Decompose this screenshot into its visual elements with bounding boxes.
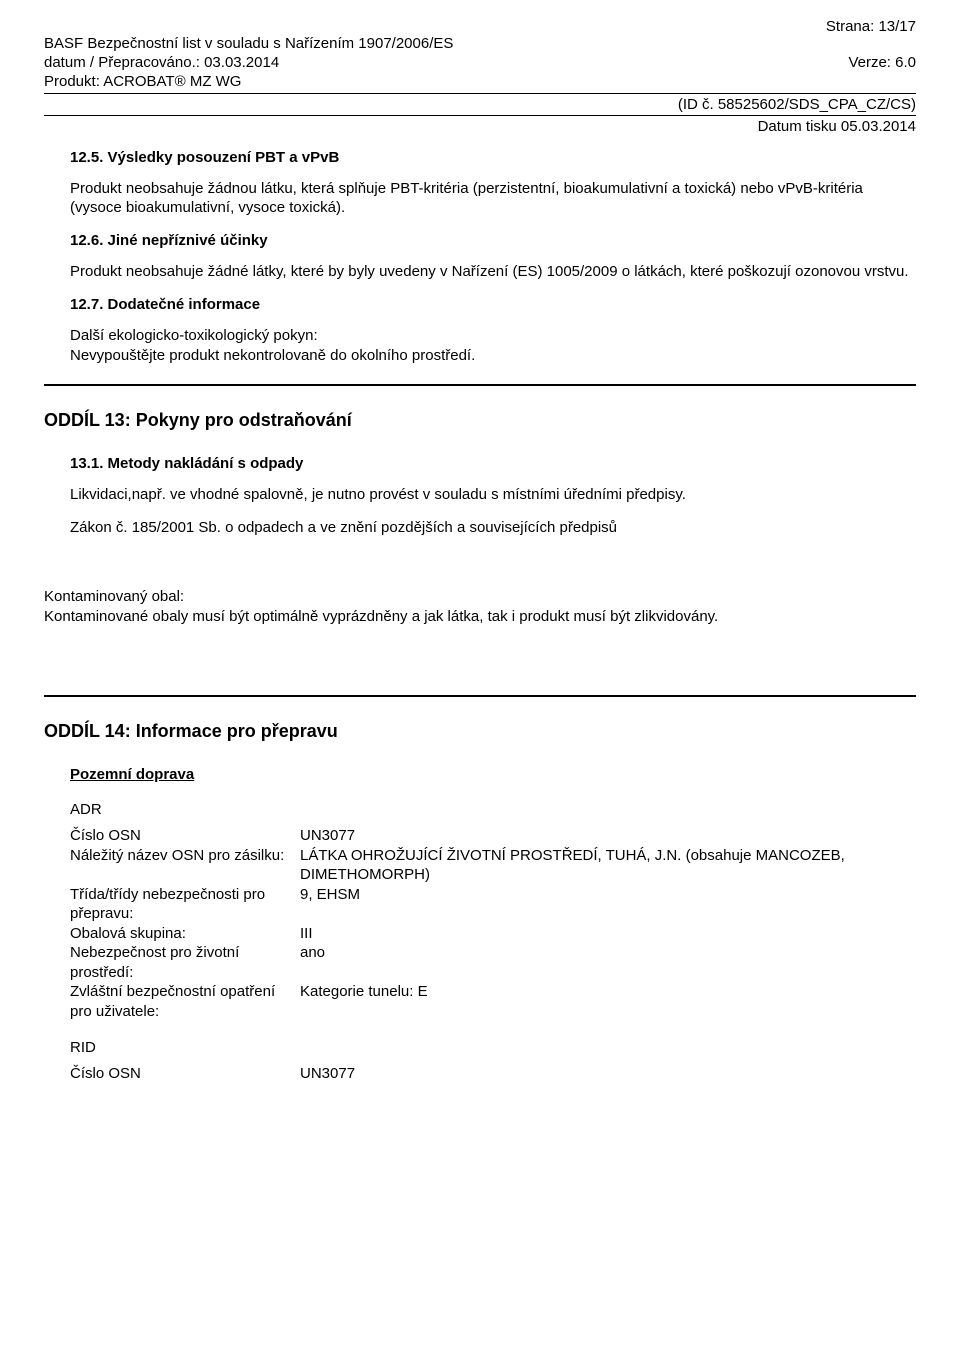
para-13-2: Zákon č. 185/2001 Sb. o odpadech a ve zn… (70, 519, 916, 538)
kont-obal-para: Kontaminované obaly musí být optimálně v… (44, 608, 916, 627)
header-line-1: BASF Bezpečnostní list v souladu s Naříz… (44, 35, 916, 54)
table-row: Číslo OSN UN3077 (70, 1064, 916, 1084)
adr-key-0: Číslo OSN (70, 826, 300, 846)
table-row: Nebezpečnost pro životní prostředí: ano (70, 943, 916, 982)
rid-label: RID (70, 1039, 916, 1056)
header-rule-top (44, 93, 916, 94)
adr-val-1: LÁTKA OHROŽUJÍCÍ ŽIVOTNÍ PROSTŘEDÍ, TUHÁ… (300, 846, 916, 885)
adr-key-3: Obalová skupina: (70, 924, 300, 944)
para-12-5: Produkt neobsahuje žádnou látku, která s… (70, 180, 916, 218)
rid-table: Číslo OSN UN3077 (70, 1064, 916, 1084)
para-12-6: Produkt neobsahuje žádné látky, které by… (70, 263, 916, 282)
table-row: Zvláštní bezpečnostní opatření pro uživa… (70, 982, 916, 1021)
adr-key-4: Nebezpečnost pro životní prostředí: (70, 943, 300, 982)
header-date-left: datum / Přepracováno.: 03.03.2014 (44, 54, 279, 73)
adr-val-5: Kategorie tunelu: E (300, 982, 916, 1021)
adr-val-0: UN3077 (300, 826, 916, 846)
section-rule-13 (44, 384, 916, 386)
header-rule-bottom (44, 115, 916, 116)
heading-13-1: 13.1. Metody nakládání s odpady (70, 455, 916, 472)
adr-label: ADR (70, 801, 916, 818)
table-row: Třída/třídy nebezpečnosti pro přepravu: … (70, 885, 916, 924)
adr-val-2: 9, EHSM (300, 885, 916, 924)
rid-val-0: UN3077 (300, 1064, 916, 1084)
rid-key-0: Číslo OSN (70, 1064, 300, 1084)
adr-key-5: Zvláštní bezpečnostní opatření pro uživa… (70, 982, 300, 1021)
table-row: Obalová skupina: III (70, 924, 916, 944)
para-13-1: Likvidaci,např. ve vhodné spalovně, je n… (70, 486, 916, 505)
heading-12-6: 12.6. Jiné nepříznivé účinky (70, 232, 916, 249)
table-row: Náležitý název OSN pro zásilku: LÁTKA OH… (70, 846, 916, 885)
header-product: Produkt: ACROBAT® MZ WG (44, 73, 916, 92)
page-number: Strana: 13/17 (44, 18, 916, 35)
adr-val-3: III (300, 924, 916, 944)
adr-key-2: Třída/třídy nebezpečnosti pro přepravu: (70, 885, 300, 924)
header-id-line: (ID č. 58525602/SDS_CPA_CZ/CS) (44, 96, 916, 113)
table-row: Číslo OSN UN3077 (70, 826, 916, 846)
adr-key-1: Náležitý název OSN pro zásilku: (70, 846, 300, 885)
oddil-14-heading: ODDÍL 14: Informace pro přepravu (44, 721, 916, 742)
kont-obal-label: Kontaminovaný obal: (44, 588, 916, 607)
oddil-13-heading: ODDÍL 13: Pokyny pro odstraňování (44, 410, 916, 431)
heading-12-5: 12.5. Výsledky posouzení PBT a vPvB (70, 149, 916, 166)
pozemni-doprava-heading: Pozemní doprava (70, 766, 916, 783)
adr-table: Číslo OSN UN3077 Náležitý název OSN pro … (70, 826, 916, 1021)
header-version: Verze: 6.0 (848, 54, 916, 73)
para-12-7-line1: Další ekologicko-toxikologický pokyn: (70, 327, 916, 346)
print-date: Datum tisku 05.03.2014 (44, 118, 916, 135)
section-rule-14 (44, 695, 916, 697)
adr-val-4: ano (300, 943, 916, 982)
para-12-7-line2: Nevypouštějte produkt nekontrolovaně do … (70, 347, 916, 366)
heading-12-7: 12.7. Dodatečné informace (70, 296, 916, 313)
